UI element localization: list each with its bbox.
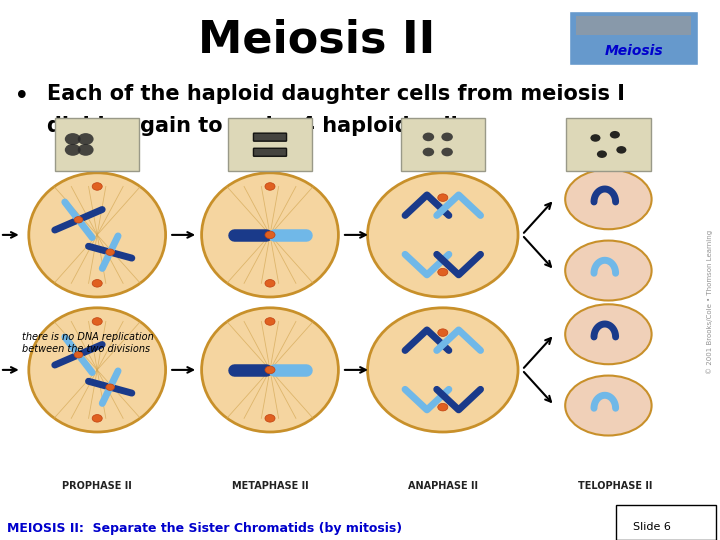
Circle shape bbox=[610, 131, 620, 138]
FancyBboxPatch shape bbox=[569, 11, 698, 65]
Ellipse shape bbox=[367, 173, 518, 297]
Text: Meiosis: Meiosis bbox=[604, 44, 663, 58]
Circle shape bbox=[597, 150, 607, 158]
FancyBboxPatch shape bbox=[566, 118, 651, 171]
Circle shape bbox=[74, 352, 83, 358]
Circle shape bbox=[265, 280, 275, 287]
Ellipse shape bbox=[202, 308, 338, 432]
Ellipse shape bbox=[29, 173, 166, 297]
Circle shape bbox=[78, 133, 94, 145]
Circle shape bbox=[92, 415, 102, 422]
Ellipse shape bbox=[29, 308, 166, 432]
Circle shape bbox=[78, 144, 94, 156]
Circle shape bbox=[106, 249, 114, 255]
Circle shape bbox=[92, 183, 102, 190]
Ellipse shape bbox=[565, 376, 652, 435]
FancyBboxPatch shape bbox=[228, 118, 312, 171]
Text: •: • bbox=[14, 84, 30, 110]
Circle shape bbox=[590, 134, 600, 141]
Text: Meiosis II: Meiosis II bbox=[198, 19, 436, 62]
Circle shape bbox=[106, 384, 114, 390]
Ellipse shape bbox=[565, 169, 652, 229]
Circle shape bbox=[438, 403, 448, 411]
Circle shape bbox=[441, 132, 453, 141]
Circle shape bbox=[92, 280, 102, 287]
Circle shape bbox=[265, 415, 275, 422]
FancyBboxPatch shape bbox=[253, 133, 287, 141]
Text: METAPHASE II: METAPHASE II bbox=[232, 481, 308, 491]
Circle shape bbox=[438, 194, 448, 201]
Ellipse shape bbox=[367, 308, 518, 432]
Text: Slide 6: Slide 6 bbox=[633, 522, 670, 532]
FancyBboxPatch shape bbox=[55, 118, 140, 171]
Text: © 2001 Brooks/Cole • Thomson Learning: © 2001 Brooks/Cole • Thomson Learning bbox=[706, 231, 713, 374]
Circle shape bbox=[65, 144, 81, 156]
Circle shape bbox=[265, 231, 275, 239]
FancyBboxPatch shape bbox=[253, 148, 287, 157]
FancyBboxPatch shape bbox=[400, 118, 485, 171]
Ellipse shape bbox=[202, 173, 338, 297]
Circle shape bbox=[265, 318, 275, 325]
Text: there is no DNA replication
between the two divisions: there is no DNA replication between the … bbox=[22, 332, 153, 354]
Circle shape bbox=[423, 132, 434, 141]
Circle shape bbox=[438, 329, 448, 336]
Circle shape bbox=[265, 183, 275, 190]
Text: PROPHASE II: PROPHASE II bbox=[63, 481, 132, 491]
Text: TELOPHASE II: TELOPHASE II bbox=[578, 481, 653, 491]
FancyBboxPatch shape bbox=[576, 16, 691, 35]
Circle shape bbox=[438, 268, 448, 276]
Circle shape bbox=[265, 366, 275, 374]
FancyBboxPatch shape bbox=[616, 505, 716, 540]
Circle shape bbox=[441, 147, 453, 157]
Text: ANAPHASE II: ANAPHASE II bbox=[408, 481, 478, 491]
Ellipse shape bbox=[565, 304, 652, 365]
Circle shape bbox=[423, 147, 434, 157]
Text: divide again to make 4 haploid cells.: divide again to make 4 haploid cells. bbox=[47, 116, 478, 136]
Circle shape bbox=[616, 146, 626, 153]
Circle shape bbox=[92, 318, 102, 325]
Circle shape bbox=[65, 133, 81, 145]
Text: MEIOSIS II:  Separate the Sister Chromatids (by mitosis): MEIOSIS II: Separate the Sister Chromati… bbox=[7, 522, 402, 535]
Circle shape bbox=[74, 217, 83, 223]
Ellipse shape bbox=[565, 241, 652, 300]
Text: Each of the haploid daughter cells from meiosis I: Each of the haploid daughter cells from … bbox=[47, 84, 625, 104]
